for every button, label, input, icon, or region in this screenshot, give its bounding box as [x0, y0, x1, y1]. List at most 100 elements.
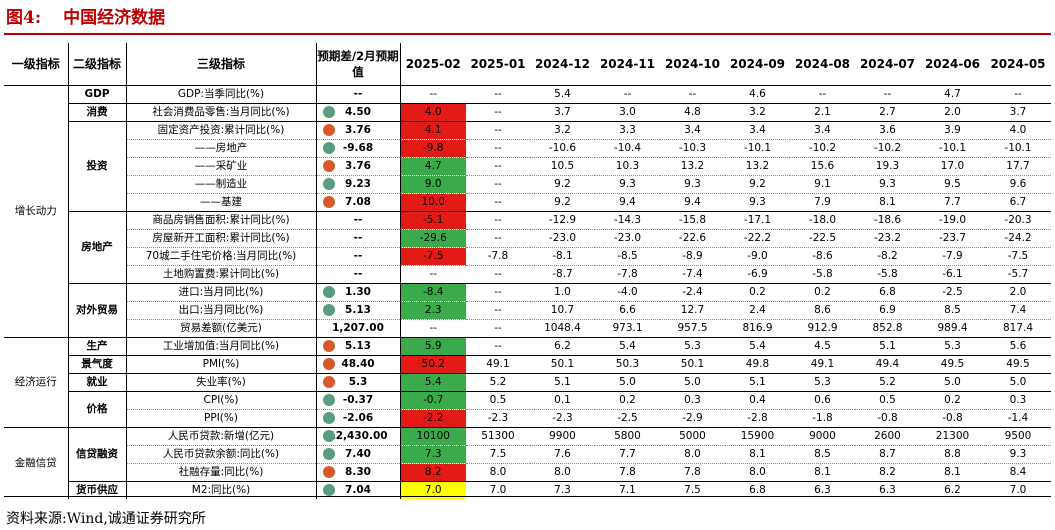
month-value: 3.7: [985, 103, 1051, 122]
red-dot-icon: [322, 196, 335, 208]
month-value: --: [466, 193, 530, 212]
header-month: 2024-08: [790, 43, 855, 86]
current-month-value: -7.5: [400, 247, 466, 266]
month-value: 7.5: [466, 445, 530, 464]
current-month-value: 4.7: [400, 157, 466, 176]
month-value: --: [466, 337, 530, 356]
month-value: 9.3: [595, 175, 660, 194]
month-value: 12.7: [660, 301, 725, 320]
expectation-cell: 7.40: [316, 445, 401, 464]
current-month-value: --: [400, 319, 466, 338]
expectation-cell: 1,207.00: [316, 319, 401, 338]
month-value: 5.0: [595, 373, 660, 392]
month-value: 5.0: [920, 373, 985, 392]
month-value: -23.2: [855, 229, 920, 248]
month-value: 7.6: [530, 445, 595, 464]
month-value: -9.0: [725, 247, 790, 266]
figure-title: 图4: 中国经济数据: [6, 3, 165, 31]
month-value: -10.1: [920, 139, 985, 158]
month-value: 7.7: [920, 193, 985, 212]
month-value: 8.0: [466, 463, 530, 482]
month-value: 8.5: [790, 445, 855, 464]
table-row: 就业 失业率(%) 5.3 5.4 5.2 5.1 5.0 5.0 5.1 5.3 5.2 5.0 5.…: [4, 373, 1051, 392]
month-value: 8.8: [920, 445, 985, 464]
month-value: 8.0: [530, 463, 595, 482]
green-dot-icon: [322, 430, 335, 442]
table-row: 社融存量:同比(%) 8.30 8.2 8.0 8.0 7.8 7.8 8.0 8.1 8.2 8.…: [4, 463, 1051, 482]
green-dot-icon: [322, 484, 335, 496]
level2-indicator: 信贷融资: [68, 427, 127, 482]
level3-indicator: ——制造业: [126, 175, 317, 194]
expectation-cell: 3.76: [316, 121, 401, 140]
month-value: -2.9: [660, 409, 725, 428]
green-dot-icon: [322, 286, 335, 298]
header-expectation: 预期差/2月预期值: [316, 43, 401, 86]
month-value: 4.8: [660, 103, 725, 122]
month-value: 5.0: [660, 373, 725, 392]
red-dot-icon: [322, 466, 335, 478]
expectation-value: 8.30: [345, 466, 371, 478]
month-value: 6.2: [530, 337, 595, 356]
month-value: 5000: [660, 427, 725, 446]
month-value: -5.7: [985, 265, 1051, 284]
expectation-value: -2.06: [342, 412, 374, 424]
month-value: -8.5: [595, 247, 660, 266]
month-value: 10.7: [530, 301, 595, 320]
month-value: 0.2: [595, 391, 660, 410]
month-value: -4.0: [595, 283, 660, 302]
current-month-value: --: [400, 265, 466, 284]
month-value: 3.9: [920, 121, 985, 140]
month-value: 3.4: [660, 121, 725, 140]
current-month-value: -5.1: [400, 211, 466, 230]
table-row: ——基建 7.08 10.0 -- 9.2 9.4 9.4 9.3 7.9 8.1 7.7 6.7: [4, 193, 1051, 212]
figure-number: 图4:: [6, 8, 42, 28]
expectation-value: -0.37: [342, 394, 374, 406]
month-value: 9500: [985, 427, 1051, 446]
header-month: 2024-06: [920, 43, 985, 86]
month-value: 0.2: [920, 391, 985, 410]
month-value: --: [466, 283, 530, 302]
month-value: -8.1: [530, 247, 595, 266]
month-value: 6.6: [595, 301, 660, 320]
expectation-value: 1,207.00: [332, 322, 384, 334]
month-value: --: [466, 175, 530, 194]
table-row: 金融信贷 信贷融资 人民币贷款:新增(亿元) 12,430.00 10100 51300 9…: [4, 427, 1051, 499]
month-value: 17.7: [985, 157, 1051, 176]
month-value: -19.0: [920, 211, 985, 230]
level2-indicator: GDP: [68, 85, 127, 104]
level3-indicator: 社会消费品零售:当月同比(%): [126, 103, 317, 122]
month-value: 9.2: [725, 175, 790, 194]
month-value: 8.7: [855, 445, 920, 464]
month-value: 5.2: [855, 373, 920, 392]
month-value: -10.3: [660, 139, 725, 158]
month-value: -12.9: [530, 211, 595, 230]
current-month-value: 4.1: [400, 121, 466, 140]
month-value: 0.6: [790, 391, 855, 410]
bottom-rule: [4, 496, 1051, 497]
table-row: 景气度 PMI(%) 48.40 50.2 49.1 50.1 50.3 50.1 49.8 49…: [4, 355, 1051, 374]
expectation-value: 1.30: [345, 286, 371, 298]
month-value: 8.0: [725, 463, 790, 482]
expectation-value: --: [353, 214, 363, 226]
month-value: 15900: [725, 427, 790, 446]
month-value: 2.4: [725, 301, 790, 320]
economic-data-table: 一级指标 二级指标 三级指标 预期差/2月预期值 2025-02 2025-01…: [4, 43, 1051, 499]
month-value: -8.7: [530, 265, 595, 284]
green-dot-icon: [322, 394, 335, 406]
month-value: 8.1: [920, 463, 985, 482]
month-value: -6.1: [920, 265, 985, 284]
table-row: 对外贸易 进口:当月同比(%) 1.30 -8.4 -- 1.0 -4.0 -2.4 0.2 0.…: [4, 283, 1051, 338]
table-row: ——房地产 -9.68 -9.8 -- -10.6 -10.4 -10.3 -10.1 -10.…: [4, 139, 1051, 158]
expectation-cell: 4.50: [316, 103, 401, 122]
month-value: --: [466, 229, 530, 248]
month-value: 49.5: [920, 355, 985, 374]
level3-indicator: ——房地产: [126, 139, 317, 158]
month-value: 2.7: [855, 103, 920, 122]
month-value: 6.9: [855, 301, 920, 320]
current-month-value: 5.9: [400, 337, 466, 356]
month-value: 17.0: [920, 157, 985, 176]
current-month-value: -2.2: [400, 409, 466, 428]
month-value: 1048.4: [530, 319, 595, 338]
month-value: 49.5: [985, 355, 1051, 374]
month-value: -8.9: [660, 247, 725, 266]
